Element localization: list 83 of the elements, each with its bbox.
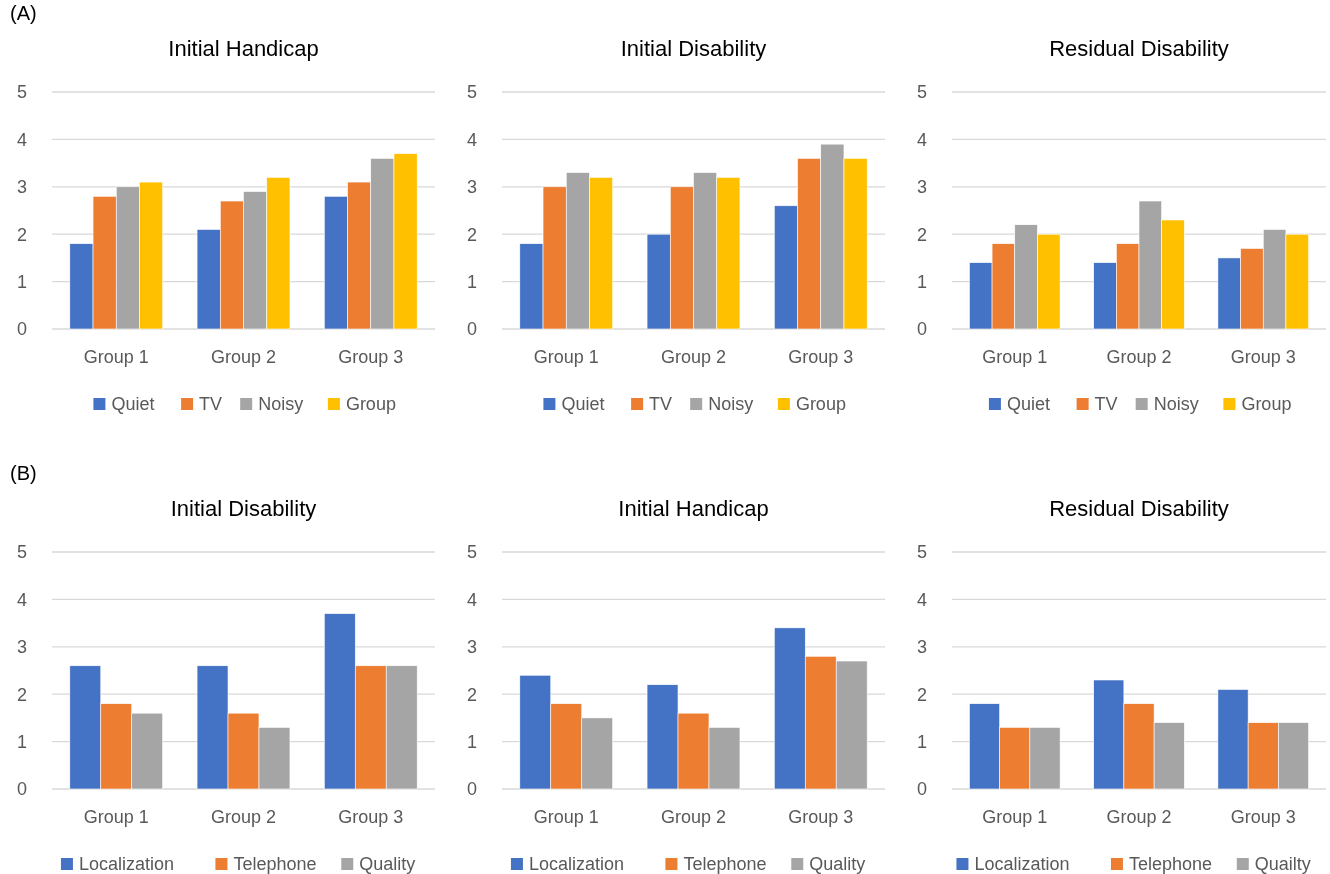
x-tick-label: Group 3 — [788, 347, 854, 367]
chart-title: Initial Disability — [620, 36, 767, 61]
y-tick-label: 3 — [466, 637, 478, 658]
x-tick-label: Group 1 — [982, 347, 1048, 367]
x-tick-label: Group 1 — [982, 807, 1048, 827]
x-tick-label: Group 2 — [660, 347, 727, 367]
legend-label: Telephone — [1128, 854, 1212, 874]
x-tick-label: Group 3 — [1230, 347, 1296, 367]
x-tick-label: Group 3 — [338, 347, 404, 367]
legend-label: Noisy — [708, 394, 754, 415]
y-tick-label: 2 — [16, 224, 28, 245]
y-tick-label: 3 — [916, 177, 928, 198]
x-tick-label: Group 1 — [83, 807, 149, 827]
x-tick-label: Group 2 — [1106, 347, 1172, 367]
legend-label: Telephone — [233, 854, 317, 874]
y-tick-label: 0 — [16, 779, 28, 800]
y-tick-label: 4 — [916, 129, 928, 150]
legend-label: Group — [345, 394, 396, 415]
y-tick-label: 5 — [16, 542, 28, 563]
x-tick-label: Group 3 — [788, 807, 854, 827]
legend-label: Quiet — [561, 394, 605, 415]
y-tick-label: 0 — [16, 319, 28, 340]
x-tick-label: Group 2 — [210, 347, 277, 367]
x-tick-label: Group 1 — [533, 347, 599, 367]
y-tick-label: 0 — [466, 779, 478, 800]
x-tick-label: Group 2 — [1106, 807, 1172, 827]
chart-title: Initial Handicap — [618, 496, 769, 521]
legend-label: TV — [199, 394, 223, 415]
legend-label: Noisy — [258, 394, 304, 415]
y-tick-label: 5 — [916, 542, 928, 563]
x-tick-label: Group 1 — [83, 347, 149, 367]
y-tick-label: 1 — [466, 271, 478, 292]
legend-label: Quailty — [1254, 854, 1311, 874]
y-tick-label: 0 — [466, 319, 478, 340]
legend-label: Quiet — [111, 394, 155, 415]
chart-title: Initial Handicap — [168, 36, 319, 61]
y-tick-label: 4 — [466, 129, 478, 150]
chart-title: Residual Disability — [1049, 36, 1229, 61]
text: (B) — [10, 462, 37, 484]
y-tick-label: 5 — [466, 542, 478, 563]
y-tick-label: 2 — [916, 684, 928, 705]
y-tick-label: 4 — [16, 589, 28, 610]
x-tick-label: Group 1 — [533, 807, 599, 827]
y-tick-label: 5 — [16, 82, 28, 103]
y-tick-label: 1 — [16, 271, 28, 292]
y-tick-label: 1 — [916, 271, 928, 292]
x-tick-label: Group 3 — [338, 807, 404, 827]
y-tick-label: 2 — [466, 224, 478, 245]
y-tick-label: 3 — [16, 177, 28, 198]
y-tick-label: 4 — [16, 129, 28, 150]
y-tick-label: 5 — [916, 82, 928, 103]
legend-label: Group — [1241, 394, 1292, 415]
y-tick-label: 4 — [466, 589, 478, 610]
legend-label: Localization — [974, 854, 1070, 874]
x-tick-label: Group 2 — [660, 807, 727, 827]
legend-label: Quality — [359, 854, 416, 874]
y-tick-label: 4 — [916, 589, 928, 610]
y-tick-label: 0 — [916, 779, 928, 800]
legend-label: Group — [795, 394, 846, 415]
y-tick-label: 1 — [466, 731, 478, 752]
y-tick-label: 0 — [916, 319, 928, 340]
legend-label: Noisy — [1153, 394, 1199, 415]
y-tick-label: 2 — [916, 224, 928, 245]
text: (A) — [10, 2, 37, 24]
x-tick-label: Group 2 — [210, 807, 277, 827]
y-tick-label: 5 — [466, 82, 478, 103]
y-tick-label: 2 — [466, 684, 478, 705]
legend-label: Localization — [78, 854, 174, 874]
y-tick-label: 3 — [466, 177, 478, 198]
legend-label: Localization — [528, 854, 624, 874]
chart-title: Residual Disability — [1049, 496, 1229, 521]
legend-label: Telephone — [683, 854, 767, 874]
y-tick-label: 1 — [916, 731, 928, 752]
y-tick-label: 2 — [16, 684, 28, 705]
legend-label: Quality — [809, 854, 866, 874]
legend-label: Quiet — [1006, 394, 1050, 415]
chart-title: Initial Disability — [170, 496, 317, 521]
y-tick-label: 3 — [16, 637, 28, 658]
legend-label: TV — [1094, 394, 1118, 415]
y-tick-label: 1 — [16, 731, 28, 752]
y-tick-label: 3 — [916, 637, 928, 658]
x-tick-label: Group 3 — [1230, 807, 1296, 827]
legend-label: TV — [649, 394, 673, 415]
